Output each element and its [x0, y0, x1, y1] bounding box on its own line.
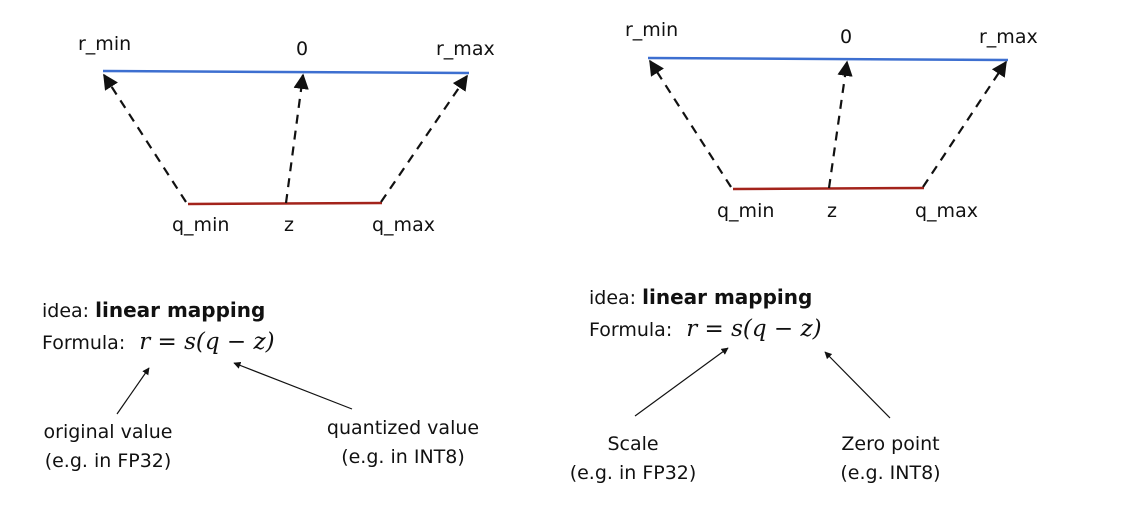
annot-arrow-scale-right: [634, 347, 729, 417]
label-z-right: z: [827, 200, 837, 222]
annotation-quantized-value: quantized value (e.g. in INT8): [318, 414, 488, 473]
label-r-min-left: r_min: [78, 33, 132, 55]
annotation-zeropoint-line1: Zero point: [841, 433, 940, 455]
label-z-left: z: [284, 214, 294, 236]
annotation-scale-line2: (e.g. in FP32): [569, 462, 697, 485]
annot-arrow-quantized-left: [233, 361, 353, 410]
map-arrow-max-left: [380, 74, 468, 203]
idea-line-right: idea: linear mapping: [589, 287, 812, 308]
idea-prefix-right: idea:: [589, 287, 643, 309]
label-r-min-right: r_min: [625, 19, 679, 41]
map-arrow-max-right: [922, 60, 1007, 188]
formula-label-left: Formula:: [42, 332, 126, 354]
annotation-scale: Scale (e.g. in FP32): [563, 430, 703, 489]
idea-bold-left: linear mapping: [95, 298, 266, 322]
annotation-quantized-line2: (e.g. in INT8): [341, 446, 465, 469]
idea-line-left: idea: linear mapping: [42, 300, 265, 321]
annotation-original-line2: (e.g. in FP32): [44, 450, 172, 473]
formula-label-right: Formula:: [589, 319, 673, 341]
annotation-original-line1: original value: [43, 421, 173, 443]
formula-left: r = s(q − z): [139, 329, 275, 355]
label-zero-left: 0: [296, 38, 309, 60]
annotation-zero-point: Zero point (e.g. INT8): [828, 430, 953, 489]
real-range-line-left: [102, 69, 470, 75]
quant-range-line-left: [187, 201, 383, 206]
label-q-max-left: q_max: [372, 214, 435, 236]
label-zero-right: 0: [840, 26, 853, 48]
map-arrow-zero-right: [827, 60, 853, 189]
idea-prefix-left: idea:: [42, 300, 96, 322]
formula-line-left: Formula: r = s(q − z): [42, 331, 275, 354]
annot-arrow-zeropoint-right: [824, 351, 891, 419]
map-arrow-zero-left: [284, 73, 309, 204]
idea-bold-right: linear mapping: [642, 285, 813, 309]
label-q-min-right: q_min: [717, 200, 775, 222]
formula-line-right: Formula: r = s(q − z): [589, 318, 822, 341]
map-arrow-min-right: [649, 59, 732, 188]
annotation-quantized-line1: quantized value: [326, 417, 480, 439]
map-arrow-min-left: [103, 73, 187, 203]
real-range-line-right: [647, 56, 1009, 62]
annotation-original-value: original value (e.g. in FP32): [33, 418, 183, 477]
annot-arrow-original-left: [116, 367, 150, 415]
label-r-max-left: r_max: [436, 38, 495, 60]
formula-right: r = s(q − z): [686, 316, 822, 342]
label-q-min-left: q_min: [172, 214, 230, 236]
label-r-max-right: r_max: [979, 26, 1038, 48]
annotation-zeropoint-line2: (e.g. INT8): [840, 462, 941, 485]
annotation-scale-line1: Scale: [607, 433, 659, 455]
quant-range-line-right: [732, 186, 925, 191]
label-q-max-right: q_max: [915, 200, 978, 222]
